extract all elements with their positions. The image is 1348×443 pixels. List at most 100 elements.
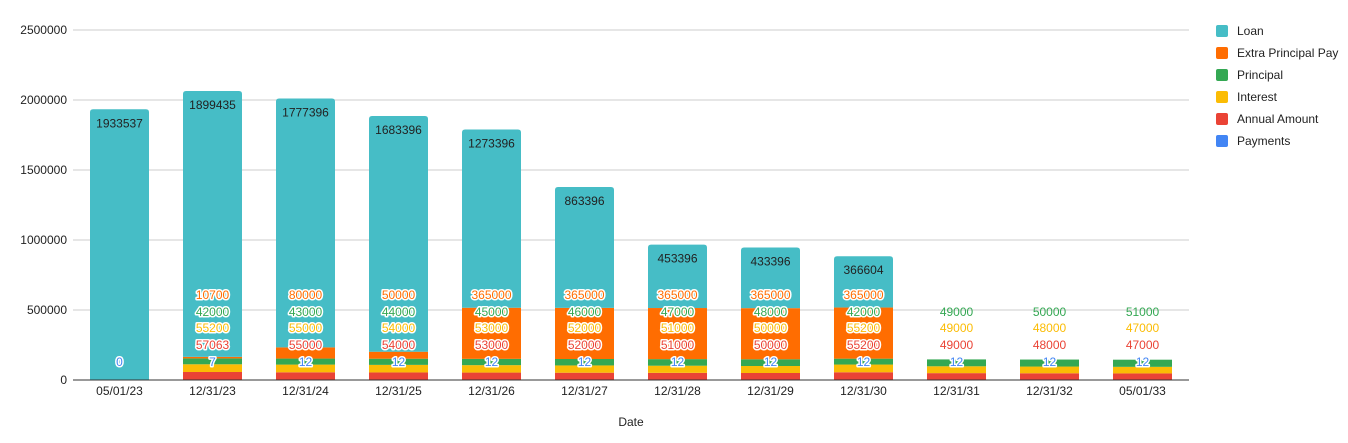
data-label: 12 xyxy=(1136,355,1150,369)
data-label: 7 xyxy=(209,355,216,369)
bar-segment xyxy=(369,364,428,373)
data-label: 12 xyxy=(485,355,499,369)
data-label: 55200 xyxy=(847,321,881,335)
bars xyxy=(90,90,1172,381)
data-label: 12 xyxy=(671,355,685,369)
data-label: 52000 xyxy=(568,338,602,352)
data-label: 43000 xyxy=(289,305,323,319)
data-label: 50000 xyxy=(754,338,788,352)
data-label: 453396 xyxy=(657,252,697,266)
data-label: 44000 xyxy=(382,305,416,319)
data-label: 42000 xyxy=(847,305,881,319)
bar-segment xyxy=(183,364,242,373)
bar-segment xyxy=(1113,373,1172,380)
x-tick-label: 12/31/30 xyxy=(840,384,887,398)
legend-label: Principal xyxy=(1237,68,1283,82)
legend-swatch xyxy=(1216,69,1228,81)
legend-swatch xyxy=(1216,113,1228,125)
bar-segment xyxy=(834,256,893,308)
x-tick-label: 12/31/23 xyxy=(189,384,236,398)
data-label: 49000 xyxy=(940,338,974,352)
y-tick-label: 2000000 xyxy=(20,93,67,107)
data-label: 12 xyxy=(764,355,778,369)
data-labels: 0 1933537 7 57063 55200 42000 10700 1899435 12 55… xyxy=(96,98,1160,371)
data-label: 1273396 xyxy=(468,136,515,150)
bar-segment xyxy=(741,372,800,380)
bar-segment xyxy=(462,307,521,359)
data-label: 47000 xyxy=(661,305,695,319)
data-label: 53000 xyxy=(475,338,509,352)
data-label: 51000 xyxy=(661,321,695,335)
legend: Loan Extra Principal Pay Principal Interest… xyxy=(1216,24,1338,148)
axes: 0500000100000015000002000000250000005/01… xyxy=(20,23,1189,398)
data-label: 48000 xyxy=(1033,321,1067,335)
bar-segment xyxy=(927,366,986,374)
data-label: 365000 xyxy=(843,288,883,302)
data-label: 1899435 xyxy=(189,98,236,112)
bar-segment xyxy=(555,372,614,380)
data-label: 12 xyxy=(392,355,406,369)
y-tick-label: 500000 xyxy=(27,303,67,317)
bar-segment xyxy=(555,307,614,359)
data-label: 433396 xyxy=(750,255,790,269)
bar-segment xyxy=(369,372,428,380)
bar-segment xyxy=(834,372,893,380)
data-label: 48000 xyxy=(1033,338,1067,352)
x-tick-label: 05/01/23 xyxy=(96,384,143,398)
data-label: 52000 xyxy=(568,321,602,335)
data-label: 55200 xyxy=(196,321,230,335)
data-label: 365000 xyxy=(750,288,790,302)
bar-segment xyxy=(555,358,614,366)
y-tick-label: 2500000 xyxy=(20,23,67,37)
bar-segment xyxy=(369,116,428,352)
data-label: 80000 xyxy=(289,288,323,302)
x-axis-title: Date xyxy=(618,415,644,429)
bar-segment xyxy=(648,372,707,380)
legend-swatch xyxy=(1216,91,1228,103)
data-label: 863396 xyxy=(564,194,604,208)
bar-segment xyxy=(1113,366,1172,374)
bar-segment xyxy=(462,372,521,380)
bar-segment xyxy=(555,187,614,308)
data-label: 0 xyxy=(116,355,123,369)
data-label: 12 xyxy=(950,355,964,369)
data-label: 54000 xyxy=(382,338,416,352)
x-tick-label: 12/31/25 xyxy=(375,384,422,398)
data-label: 53000 xyxy=(475,321,509,335)
legend-label: Annual Amount xyxy=(1237,112,1319,126)
data-label: 50000 xyxy=(754,321,788,335)
data-label: 1933537 xyxy=(96,116,143,130)
y-tick-label: 1500000 xyxy=(20,163,67,177)
bar-segment xyxy=(741,359,800,366)
bar-segment xyxy=(1020,366,1079,374)
x-tick-label: 12/31/31 xyxy=(933,384,980,398)
bar-segment xyxy=(183,90,242,357)
data-label: 42000 xyxy=(196,305,230,319)
bar-segment xyxy=(927,373,986,380)
data-label: 366604 xyxy=(843,263,883,277)
bar-segment xyxy=(183,372,242,380)
data-label: 1777396 xyxy=(282,106,329,120)
x-tick-label: 12/31/27 xyxy=(561,384,608,398)
bar-segment xyxy=(648,308,707,360)
bar-segment xyxy=(834,307,893,359)
bar-segment xyxy=(741,365,800,373)
data-label: 365000 xyxy=(471,288,511,302)
bar-segment xyxy=(462,129,521,308)
data-label: 51000 xyxy=(1126,305,1160,319)
bar-segment xyxy=(276,347,335,359)
y-tick-label: 1000000 xyxy=(20,233,67,247)
data-label: 50000 xyxy=(1033,305,1067,319)
bar-segment xyxy=(927,359,986,367)
data-label: 46000 xyxy=(568,305,602,319)
bar-segment xyxy=(276,372,335,380)
y-tick-label: 0 xyxy=(60,373,67,387)
data-label: 365000 xyxy=(657,288,697,302)
data-label: 49000 xyxy=(940,321,974,335)
gridlines xyxy=(73,29,1189,311)
bar-segment xyxy=(276,98,335,348)
bar-segment xyxy=(183,356,242,359)
data-label: 51000 xyxy=(661,338,695,352)
bar-segment xyxy=(648,244,707,309)
